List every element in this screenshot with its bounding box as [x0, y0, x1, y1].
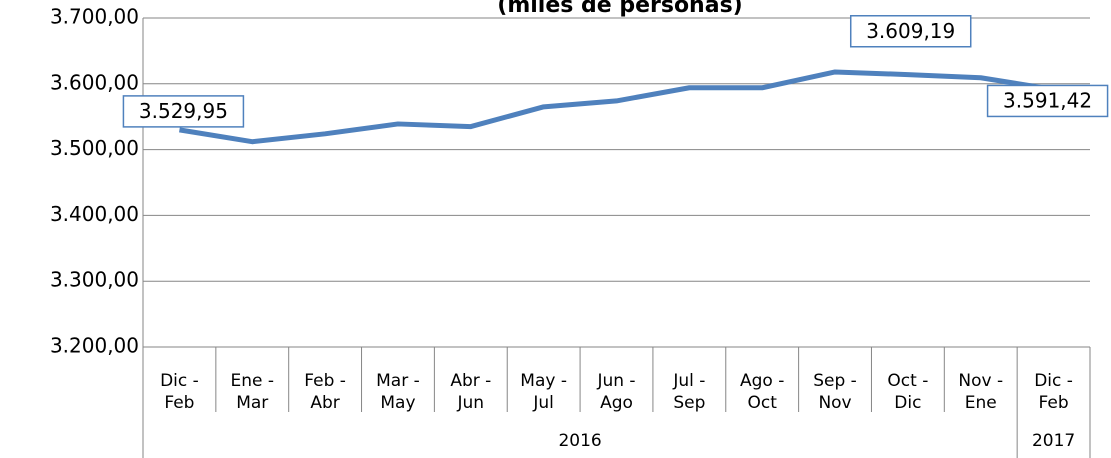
x-tick-label: Mar -May	[376, 371, 420, 413]
x-tick-label: Oct -Dic	[887, 371, 928, 413]
value-label: 3.529,95	[139, 99, 228, 123]
x-tick-label-line: Ago -	[740, 371, 784, 391]
value-label-box	[849, 15, 972, 48]
y-tick-label: 3.500,00	[50, 136, 139, 160]
x-tick-label-line: Ago	[600, 393, 633, 413]
group-label: 2016	[558, 431, 601, 451]
x-tick-label: Sep -Nov	[813, 371, 857, 413]
x-tick-label-line: Jun -	[596, 371, 635, 391]
x-tick-label-line: Jul -	[672, 371, 705, 391]
group-label: 2017	[1032, 431, 1075, 451]
y-tick-label: 3.300,00	[50, 268, 139, 292]
x-tick-label: Jun -Ago	[596, 371, 635, 413]
x-tick-label-line: Feb -	[304, 371, 346, 391]
y-tick-label: 3.200,00	[50, 334, 139, 358]
x-tick-label-line: Dic	[894, 393, 921, 413]
value-label-box	[122, 95, 245, 128]
x-tick-label-line: Nov	[818, 393, 851, 413]
x-tick-label: Feb -Abr	[304, 371, 346, 413]
x-tick-label: May -Jul	[520, 371, 567, 413]
x-tick-label: Ene -Mar	[231, 371, 275, 413]
x-tick-label: Dic -Feb	[160, 371, 199, 413]
x-tick-label-line: Sep -	[813, 371, 857, 391]
x-tick-label-line: Dic -	[160, 371, 199, 391]
value-label-box	[986, 84, 1109, 118]
x-tick-label: Abr -Jun	[450, 371, 491, 413]
x-tick-label-line: Abr -	[450, 371, 491, 391]
x-tick-label: Jul -Sep	[672, 371, 705, 413]
y-tick-label: 3.600,00	[50, 70, 139, 94]
x-tick-label-line: Oct	[747, 393, 777, 413]
x-tick-label: Ago -Oct	[740, 371, 784, 413]
y-tick-label: 3.400,00	[50, 202, 139, 226]
x-tick-label-line: Mar	[236, 393, 268, 413]
line-series	[179, 69, 1054, 145]
y-tick-label: 3.700,00	[50, 5, 139, 29]
x-tick-label-line: Sep	[673, 393, 705, 413]
x-tick-label: Dic -Feb	[1034, 371, 1073, 413]
x-tick-label-line: Ene	[965, 393, 997, 413]
x-tick-label-line: Feb	[1039, 393, 1069, 413]
x-tick-label: Nov -Ene	[958, 371, 1003, 413]
chart-title: (miles de personas)	[497, 0, 742, 18]
x-tick-label-line: Abr	[310, 393, 339, 413]
value-label: 3.591,42	[1003, 88, 1092, 112]
x-tick-label-line: Nov -	[958, 371, 1003, 391]
x-tick-label-line: Dic -	[1034, 371, 1073, 391]
x-tick-label-line: Mar -	[376, 371, 420, 391]
value-label: 3.609,19	[866, 19, 955, 43]
x-tick-label-line: Jun	[457, 393, 485, 413]
x-tick-label-line: Oct -	[887, 371, 928, 391]
x-tick-label-line: May	[380, 393, 415, 413]
x-tick-label-line: May -	[520, 371, 567, 391]
x-tick-label-line: Jul	[532, 393, 554, 413]
x-tick-label-line: Ene -	[231, 371, 275, 391]
x-tick-label-line: Feb	[164, 393, 194, 413]
